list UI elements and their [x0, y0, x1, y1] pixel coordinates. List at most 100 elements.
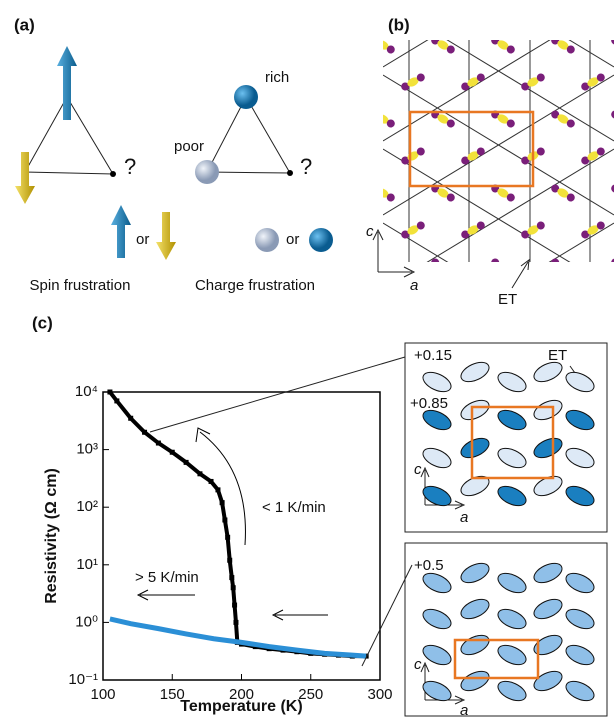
molecule: [550, 183, 577, 203]
marker: [231, 585, 236, 590]
molecule: [610, 257, 614, 277]
molecule: [550, 109, 577, 129]
atom: [610, 257, 614, 268]
plot-frame: [103, 392, 380, 680]
marker: [225, 535, 230, 540]
molecule: [610, 35, 614, 55]
molecule: [370, 257, 397, 277]
marker: [215, 487, 220, 492]
axis-label: c: [414, 461, 422, 478]
marker: [229, 575, 234, 580]
arrow: [196, 428, 245, 545]
question: ?: [300, 154, 312, 179]
marker: [142, 430, 147, 435]
caption: Spin frustration: [30, 277, 131, 294]
or: or: [136, 231, 149, 248]
y-tick-label: 10⁴: [75, 383, 98, 400]
lattice-line: [383, 0, 614, 67]
marker: [232, 603, 237, 608]
atom: [370, 257, 381, 268]
caption: Charge frustration: [195, 277, 315, 294]
x-axis-label: Temperature (K): [180, 698, 302, 715]
charge-rich: [309, 228, 333, 252]
molecule: [400, 220, 427, 240]
annotation: < 1 K/min: [262, 499, 326, 516]
charge-label: +0.85: [410, 395, 448, 412]
atom: [436, 261, 450, 274]
panel-label: (a): [14, 15, 35, 34]
atom: [610, 35, 614, 46]
molecule: [520, 72, 547, 92]
arrow: [138, 590, 195, 600]
dot: [287, 170, 293, 176]
y-tick-label: 10³: [76, 441, 98, 458]
lattice-line: [383, 0, 614, 67]
marker: [227, 558, 232, 563]
axis-label: a: [460, 702, 468, 717]
charge-label: +0.5: [414, 557, 444, 574]
marker: [197, 471, 202, 476]
molecule: [520, 220, 547, 240]
charge-poor: [195, 160, 219, 184]
atom: [505, 266, 516, 277]
molecule: [400, 72, 427, 92]
insets: +0.15 +0.85 ET c a +0.5 c a: [150, 343, 607, 717]
molecule: [460, 220, 487, 240]
molecule: [460, 72, 487, 92]
figure: (a) ? or Spin frustration rich poor ? or…: [0, 0, 614, 717]
molecule: [550, 257, 577, 277]
marker: [156, 441, 161, 446]
y-tick-label: 10⁰: [75, 613, 98, 630]
axis-label: c: [414, 656, 422, 673]
atom: [556, 261, 570, 274]
molecule: [370, 109, 397, 129]
marker: [170, 450, 175, 455]
atom: [496, 261, 510, 274]
label: ET: [548, 347, 567, 364]
connector: [150, 357, 405, 432]
atom: [550, 257, 561, 268]
charge-rich: [234, 85, 258, 109]
charge-label: +0.15: [414, 347, 452, 364]
molecule: [550, 35, 577, 55]
label: ET: [498, 291, 517, 308]
x-tick-label: 100: [90, 686, 115, 703]
marker: [220, 500, 225, 505]
y-axis-label: Resistivity (Ω cm): [43, 468, 60, 604]
spin-up: [111, 205, 131, 258]
molecule: [430, 35, 457, 55]
marker: [233, 620, 238, 625]
arrow: [512, 260, 529, 288]
atom: [610, 109, 614, 120]
y-tick-label: 10¹: [76, 556, 98, 573]
panel-a: (a) ? or Spin frustration rich poor ? or…: [14, 15, 333, 293]
x-tick-label: 300: [367, 686, 392, 703]
atom: [430, 257, 441, 268]
marker: [128, 416, 133, 421]
molecule: [490, 257, 517, 277]
molecule: [400, 146, 427, 166]
label: poor: [174, 138, 204, 155]
question: ?: [124, 154, 136, 179]
molecule: [430, 257, 457, 277]
marker: [107, 390, 112, 395]
panel-label: (b): [388, 15, 410, 34]
axis-label: a: [460, 509, 468, 526]
axis-label: c: [366, 223, 374, 240]
or: or: [286, 231, 299, 248]
spin-down: [156, 212, 176, 260]
molecule: [610, 109, 614, 129]
atom: [370, 183, 381, 194]
atom: [445, 266, 456, 277]
atom: [610, 183, 614, 194]
atom: [490, 257, 501, 268]
charge-poor: [255, 228, 279, 252]
molecule: [490, 35, 517, 55]
marker: [184, 460, 189, 465]
panel-label: (c): [32, 313, 53, 332]
marker: [209, 479, 214, 484]
molecule: [610, 183, 614, 203]
label: rich: [265, 69, 289, 86]
dot: [110, 171, 116, 177]
